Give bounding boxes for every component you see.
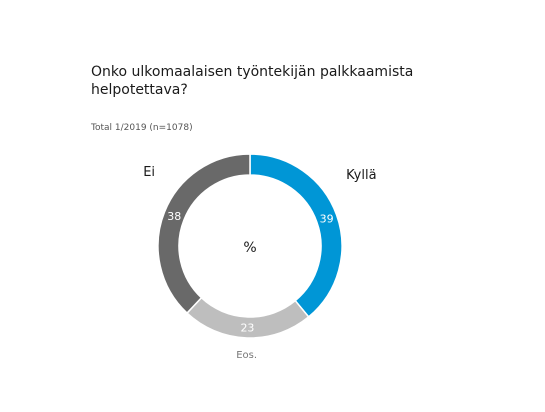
- chart-subtitle: Total 1/2019 (n=1078): [91, 123, 193, 133]
- slice-value-label: 23: [240, 321, 254, 334]
- center-label: %: [243, 240, 256, 256]
- donut-slices: [157, 153, 343, 339]
- slice-category-label: Kyllä: [346, 168, 376, 183]
- slice-category-labels: Kyllä Eos. Ei: [143, 165, 376, 361]
- slice-category-label: Ei: [143, 165, 155, 180]
- slice-value-labels: 39 23 38: [167, 210, 333, 334]
- slice-value-label: 39: [320, 212, 334, 225]
- donut-slice-ei: [157, 153, 251, 315]
- slice-value-label: 38: [167, 210, 181, 223]
- donut-slice-kyll: [249, 153, 343, 318]
- slice-category-label: Eos.: [236, 350, 257, 361]
- chart-title: Onko ulkomaalaisen työntekijän palkkaami…: [91, 64, 414, 98]
